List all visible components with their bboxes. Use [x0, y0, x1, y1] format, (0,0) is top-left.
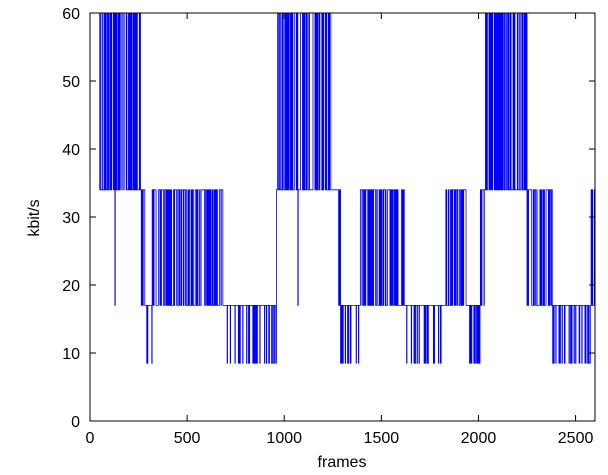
y-tick-label: 50 [62, 74, 80, 91]
y-tick-label: 20 [62, 278, 80, 295]
x-tick-label: 500 [174, 430, 201, 447]
y-tick-label: 10 [62, 346, 80, 363]
y-axis-ticks: 0 10 20 30 40 50 60 [62, 6, 595, 431]
x-tick-label: 1000 [266, 430, 302, 447]
y-tick-label: 0 [71, 414, 80, 431]
x-tick-label: 0 [86, 430, 95, 447]
bitrate-series [90, 12, 595, 364]
y-axis-label: kbit/s [26, 199, 43, 236]
x-axis-label: frames [318, 454, 367, 471]
x-axis-ticks: 0 500 1000 1500 2000 2500 [86, 13, 594, 447]
y-tick-label: 40 [62, 142, 80, 159]
x-tick-label: 1500 [364, 430, 400, 447]
y-tick-label: 30 [62, 210, 80, 227]
bitrate-line [90, 12, 595, 364]
x-tick-label: 2000 [461, 430, 497, 447]
x-tick-label: 2500 [558, 430, 594, 447]
y-tick-label: 60 [62, 6, 80, 23]
